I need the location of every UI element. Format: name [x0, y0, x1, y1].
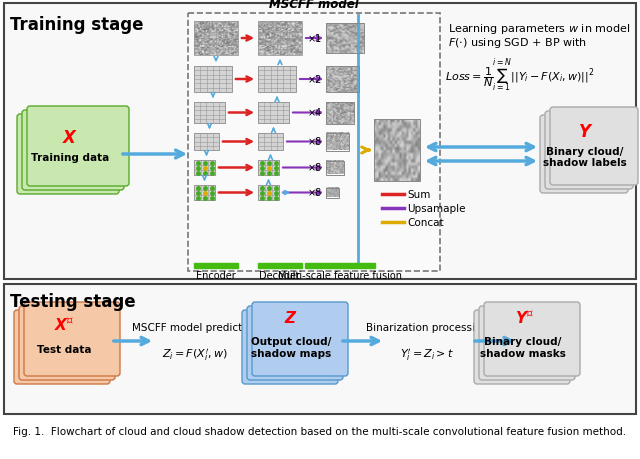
Bar [194, 22, 238, 56]
Text: shadow labels: shadow labels [543, 157, 627, 168]
Bar [258, 161, 279, 176]
Text: Binary cloud/: Binary cloud/ [547, 147, 624, 157]
FancyBboxPatch shape [474, 310, 570, 384]
Text: ×4: ×4 [308, 108, 323, 118]
FancyBboxPatch shape [19, 306, 115, 380]
Text: shadow maps: shadow maps [251, 348, 331, 358]
Bar [258, 185, 279, 201]
Text: $\bfit{X}$: $\bfit{X}$ [62, 129, 78, 147]
Bar [326, 102, 354, 124]
Text: Concat: Concat [407, 218, 444, 228]
Bar [194, 67, 232, 93]
Text: shadow masks: shadow masks [480, 348, 566, 358]
Bar [258, 103, 289, 124]
FancyBboxPatch shape [24, 302, 120, 376]
Text: $Loss = \dfrac{1}{N}\sum_{i=1}^{i=N}||Y_i - F(X_i,w)||^2$: $Loss = \dfrac{1}{N}\sum_{i=1}^{i=N}||Y_… [445, 58, 595, 95]
Bar [4, 285, 636, 414]
Text: Output cloud/: Output cloud/ [251, 336, 331, 346]
Text: Training stage: Training stage [10, 16, 143, 34]
Text: Decoder: Decoder [259, 270, 301, 280]
Text: Encoder: Encoder [196, 270, 236, 280]
Bar [194, 161, 215, 176]
Bar [194, 185, 215, 201]
Text: $F(\cdot)$ using SGD + BP with: $F(\cdot)$ using SGD + BP with [448, 36, 587, 50]
Bar [194, 134, 219, 151]
Text: Binary cloud/: Binary cloud/ [484, 336, 562, 346]
FancyBboxPatch shape [27, 107, 129, 187]
Bar [194, 263, 238, 269]
Bar [258, 22, 302, 56]
Text: Fig. 1.  Flowchart of cloud and cloud shadow detection based on the multi-scale : Fig. 1. Flowchart of cloud and cloud sha… [13, 426, 627, 436]
Bar [194, 161, 215, 176]
Bar [258, 263, 302, 269]
Text: Test data: Test data [36, 344, 92, 354]
Text: Binarization processing: Binarization processing [366, 322, 488, 332]
Text: ×2: ×2 [308, 75, 323, 85]
Text: $Y_i' = Z_i > t$: $Y_i' = Z_i > t$ [400, 346, 454, 362]
Text: MSCFF model prediction: MSCFF model prediction [132, 322, 258, 332]
Text: ×8: ×8 [308, 137, 323, 147]
Text: Multi-scale feature fusion: Multi-scale feature fusion [278, 270, 402, 280]
FancyBboxPatch shape [550, 108, 638, 185]
FancyBboxPatch shape [242, 310, 338, 384]
Bar [258, 103, 289, 124]
FancyBboxPatch shape [17, 115, 119, 195]
Text: ×8: ×8 [308, 188, 323, 198]
FancyBboxPatch shape [14, 310, 110, 384]
Bar [194, 103, 225, 124]
Bar [305, 263, 375, 269]
Text: $\bfit{X'}$: $\bfit{X'}$ [54, 316, 74, 332]
Text: Training data: Training data [31, 153, 109, 162]
Bar [374, 120, 420, 182]
FancyBboxPatch shape [479, 306, 575, 380]
Bar [4, 4, 636, 280]
Bar [194, 185, 215, 201]
Text: Upsamaple: Upsamaple [407, 203, 465, 213]
FancyBboxPatch shape [22, 111, 124, 190]
Bar [258, 67, 296, 93]
Bar [258, 134, 283, 151]
Text: $\bfit{Y'}$: $\bfit{Y'}$ [515, 309, 533, 325]
Bar [258, 134, 283, 151]
Text: ×1: ×1 [308, 34, 323, 44]
Bar [258, 185, 279, 201]
Text: $\bfit{Y}$: $\bfit{Y}$ [579, 123, 594, 141]
Bar [326, 67, 359, 93]
FancyBboxPatch shape [540, 116, 628, 194]
FancyBboxPatch shape [252, 302, 348, 376]
Bar [194, 103, 225, 124]
FancyBboxPatch shape [247, 306, 343, 380]
Text: Testing stage: Testing stage [10, 292, 136, 310]
Bar [188, 14, 440, 271]
Text: ×8: ×8 [308, 163, 323, 173]
Bar [194, 67, 232, 93]
Text: $Z_i = F(X_i', w)$: $Z_i = F(X_i', w)$ [162, 346, 228, 362]
FancyBboxPatch shape [484, 302, 580, 376]
Text: Learning parameters $w$ in model: Learning parameters $w$ in model [448, 22, 630, 36]
Text: MSCFF model: MSCFF model [269, 0, 359, 11]
Bar [194, 134, 219, 151]
Bar [326, 188, 339, 198]
Text: $\bfit{Z}$: $\bfit{Z}$ [284, 309, 298, 325]
Bar [326, 161, 344, 175]
Text: Sum: Sum [407, 190, 430, 200]
Bar [326, 24, 364, 54]
FancyBboxPatch shape [545, 112, 633, 190]
Bar [258, 161, 279, 176]
Bar [326, 133, 349, 151]
Bar [258, 67, 296, 93]
